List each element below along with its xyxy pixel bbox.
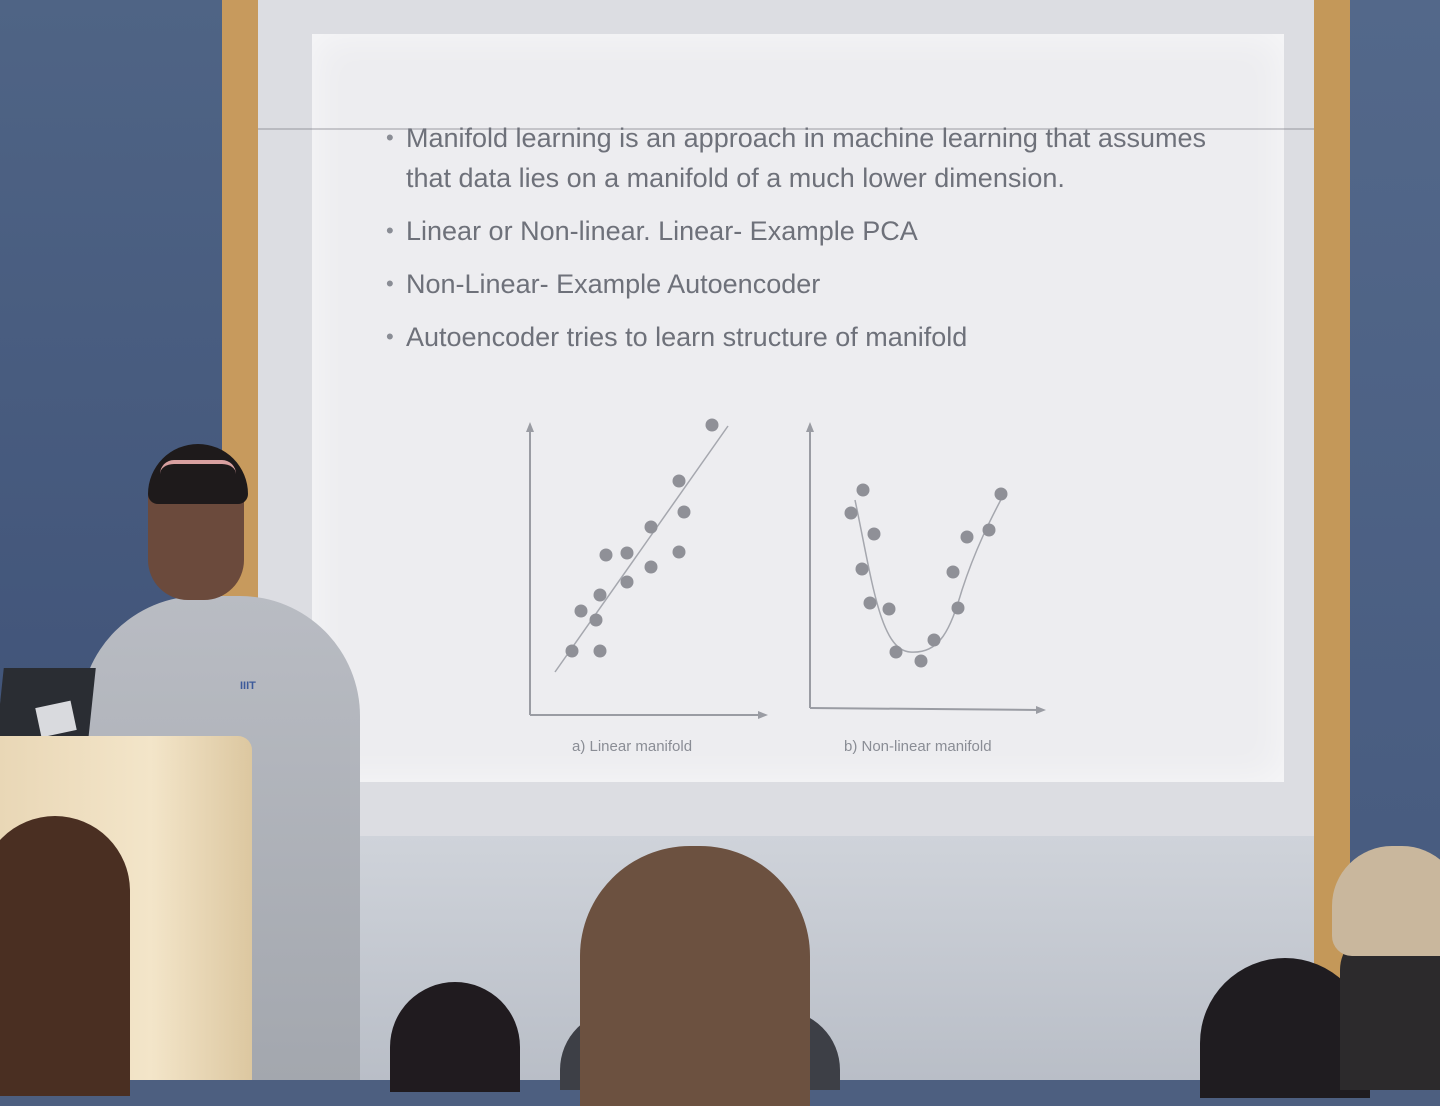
nonlinear-point bbox=[951, 601, 965, 615]
linear-point bbox=[644, 560, 658, 574]
bullet-nonlinear-example: Non-Linear- Example Autoencoder bbox=[386, 264, 1206, 304]
lecture-scene: Manifold learning is an approach in mach… bbox=[0, 0, 1440, 1080]
manifold-figure bbox=[526, 418, 1046, 719]
nonlinear-point bbox=[867, 527, 881, 541]
nonlinear-point bbox=[914, 654, 928, 668]
linear-point bbox=[565, 644, 579, 658]
audience-member-left bbox=[0, 816, 130, 1096]
linear-x-arrow bbox=[758, 711, 768, 719]
caption-linear-manifold: a) Linear manifold bbox=[572, 738, 693, 755]
audience-member-center bbox=[580, 846, 810, 1106]
nonlinear-point bbox=[946, 565, 960, 579]
nonlinear-points bbox=[844, 483, 1008, 668]
bullet-linear-nonlinear: Linear or Non-linear. Linear- Example PC… bbox=[386, 211, 1206, 251]
shirt-logo: IIIT bbox=[240, 680, 256, 692]
bullet-autoencoder: Autoencoder tries to learn structure of … bbox=[386, 317, 1206, 357]
audience-member-far-right bbox=[1340, 930, 1440, 1090]
caption-nonlinear-manifold: b) Non-linear manifold bbox=[844, 738, 992, 755]
slide-bullet-list: Manifold learning is an approach in mach… bbox=[386, 118, 1206, 370]
linear-points bbox=[565, 418, 719, 658]
linear-point bbox=[620, 546, 634, 560]
nonlinear-fit-curve bbox=[854, 491, 1006, 653]
linear-y-arrow bbox=[526, 422, 534, 432]
linear-fit-line bbox=[554, 425, 729, 673]
nonlinear-point bbox=[855, 562, 869, 576]
linear-point bbox=[672, 545, 686, 559]
nonlinear-point bbox=[927, 633, 941, 647]
nonlinear-point bbox=[882, 602, 896, 616]
presenter-hairband bbox=[160, 460, 236, 474]
nonlinear-point bbox=[982, 523, 996, 537]
linear-manifold-panel bbox=[526, 418, 768, 719]
linear-point bbox=[589, 613, 603, 627]
nonlinear-point bbox=[994, 487, 1008, 501]
linear-point bbox=[593, 588, 607, 602]
nonlinear-x-axis bbox=[809, 707, 1041, 711]
audience-member-small bbox=[390, 982, 520, 1092]
nonlinear-point bbox=[863, 596, 877, 610]
linear-point bbox=[672, 474, 686, 488]
nonlinear-point bbox=[856, 483, 870, 497]
linear-point bbox=[574, 604, 588, 618]
audience-cap bbox=[1332, 846, 1440, 956]
nonlinear-point bbox=[889, 645, 903, 659]
nonlinear-x-arrow bbox=[1036, 706, 1046, 714]
linear-point bbox=[644, 520, 658, 534]
linear-point bbox=[705, 418, 719, 432]
nonlinear-point bbox=[844, 506, 858, 520]
linear-point bbox=[620, 575, 634, 589]
bullet-manifold-definition: Manifold learning is an approach in mach… bbox=[386, 118, 1206, 198]
linear-point bbox=[599, 548, 613, 562]
linear-point bbox=[677, 505, 691, 519]
linear-point bbox=[593, 644, 607, 658]
nonlinear-point bbox=[960, 530, 974, 544]
nonlinear-y-arrow bbox=[806, 422, 814, 432]
nonlinear-manifold-panel bbox=[806, 422, 1046, 714]
